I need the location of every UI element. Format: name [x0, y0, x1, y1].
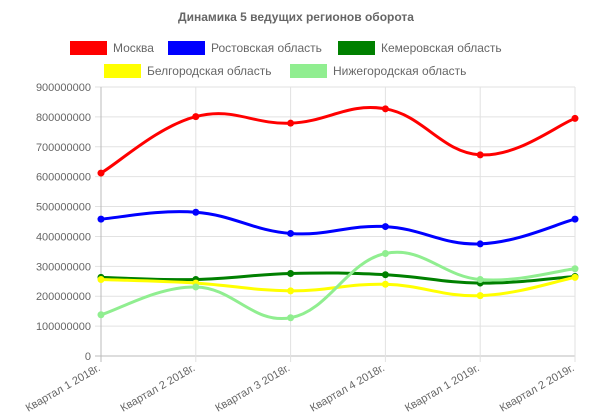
data-point-0-5	[571, 114, 579, 122]
data-point-3-3	[381, 280, 389, 288]
legend-label-3: Белгородская область	[147, 64, 271, 78]
y-tick-label: 900000000	[36, 82, 91, 94]
x-tick-label: Квартал 4 2018г.	[308, 362, 387, 414]
data-point-2-3	[381, 271, 389, 279]
data-point-4-2	[287, 314, 295, 322]
data-point-1-3	[381, 223, 389, 231]
series-1	[97, 208, 579, 248]
y-tick-label: 600000000	[36, 172, 91, 184]
data-point-1-2	[287, 229, 295, 237]
data-point-0-4	[476, 151, 484, 159]
data-point-1-0	[97, 215, 105, 223]
y-tick-label: 400000000	[36, 231, 91, 243]
legend-swatch-0	[70, 41, 107, 55]
chart-title: Динамика 5 ведущих регионов оборота	[178, 10, 414, 24]
series-group	[97, 105, 579, 322]
data-point-4-3	[381, 249, 389, 257]
y-tick-label: 800000000	[36, 112, 91, 124]
x-tick-label: Квартал 2 2018г.	[119, 362, 198, 414]
data-point-0-3	[381, 105, 389, 113]
y-tick-label: 100000000	[36, 321, 91, 333]
y-tick-label: 0	[85, 351, 91, 363]
data-point-4-5	[571, 265, 579, 273]
data-point-3-0	[97, 275, 105, 283]
grid: 0 100000000 200000000 300000000 400000000 500…	[24, 82, 577, 415]
legend: Москва Ростовская область Кемеровская обла…	[70, 41, 502, 78]
legend-label-0: Москва	[113, 41, 154, 55]
data-point-0-1	[192, 113, 200, 121]
series-line-2	[100, 271, 576, 285]
series-0	[97, 105, 579, 177]
x-tick-label: Квартал 1 2018г.	[24, 362, 103, 414]
legend-swatch-4	[290, 64, 327, 78]
data-point-1-5	[571, 215, 579, 223]
y-tick-label: 200000000	[36, 291, 91, 303]
series-line-1	[100, 210, 576, 246]
data-point-3-4	[476, 292, 484, 300]
y-tick-label: 300000000	[36, 261, 91, 273]
legend-swatch-3	[104, 64, 141, 78]
data-point-0-0	[97, 169, 105, 177]
data-point-4-0	[97, 311, 105, 319]
series-line-4	[100, 250, 576, 321]
legend-label-4: Нижегородская область	[333, 64, 466, 78]
legend-swatch-1	[168, 41, 205, 55]
data-point-4-4	[476, 275, 484, 283]
legend-swatch-2	[338, 41, 375, 55]
data-point-2-2	[287, 270, 295, 278]
series-4	[97, 249, 579, 322]
data-point-1-1	[192, 208, 200, 216]
data-point-4-1	[192, 283, 200, 291]
data-point-3-5	[571, 273, 579, 281]
data-point-0-2	[287, 119, 295, 127]
x-tick-label: Квартал 1 2019г.	[403, 362, 482, 414]
data-point-1-4	[476, 240, 484, 248]
y-tick-label: 500000000	[36, 202, 91, 214]
legend-label-1: Ростовская область	[211, 41, 322, 55]
data-point-3-2	[287, 287, 295, 295]
x-tick-label: Квартал 3 2018г.	[213, 362, 292, 414]
x-tick-label: Квартал 2 2019г.	[498, 362, 577, 414]
y-tick-label: 700000000	[36, 142, 91, 154]
series-line-0	[100, 106, 576, 175]
legend-label-2: Кемеровская область	[381, 41, 502, 55]
